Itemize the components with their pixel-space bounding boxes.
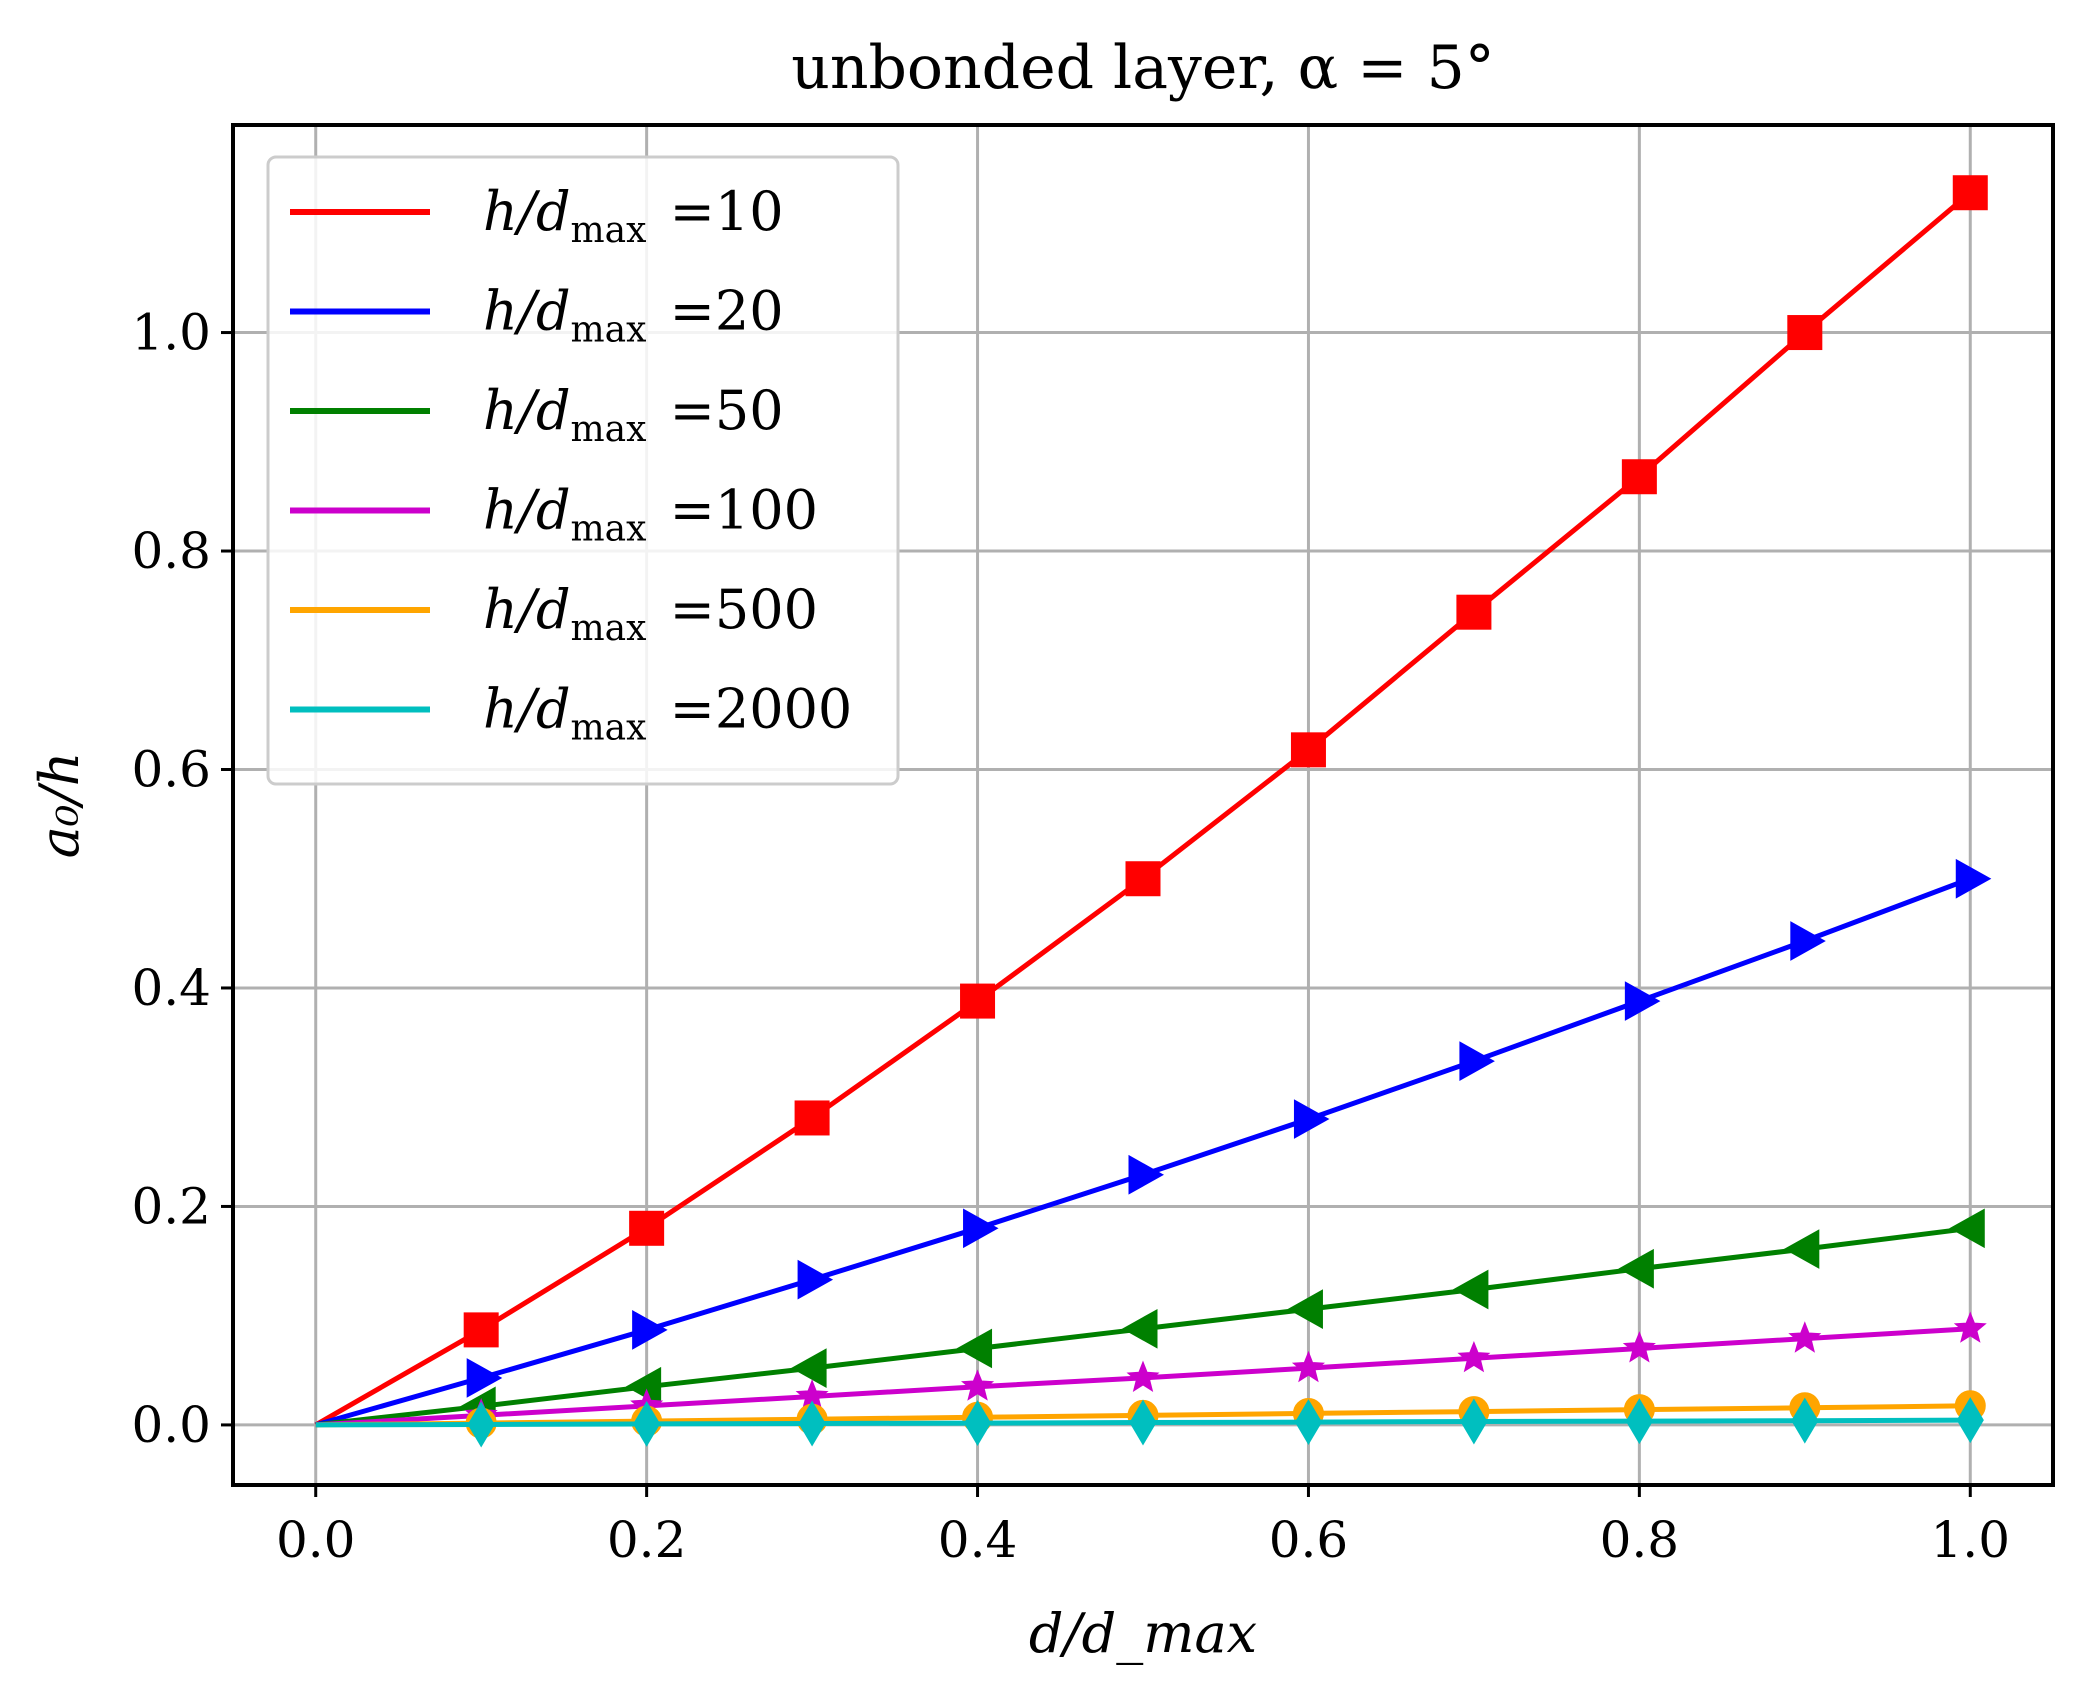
y-tick-label: 1.0 (131, 304, 211, 362)
y-tick-label: 0.8 (131, 522, 211, 580)
data-point (1949, 1208, 1985, 1249)
data-point (961, 1369, 995, 1401)
legend-item: h/dmax =500 (290, 578, 818, 649)
data-point (963, 1400, 992, 1447)
x-tick-label: 1.0 (1931, 1511, 2011, 1569)
x-tick-label: 0.0 (276, 1511, 356, 1569)
legend-item: h/dmax =20 (290, 280, 784, 351)
series-0 (314, 175, 1988, 1428)
y-axis-label: a₀/h (28, 752, 91, 859)
legend-item: h/dmax =50 (290, 379, 784, 450)
data-point (1788, 1321, 1822, 1353)
legend-item: h/dmax =100 (290, 479, 818, 550)
y-tick-label: 0.0 (131, 1396, 211, 1454)
legend-label: h/dmax =100 (483, 479, 818, 550)
data-point (1953, 1311, 1987, 1343)
data-point (960, 983, 996, 1019)
data-point (1618, 1248, 1654, 1289)
data-point (1293, 1099, 1330, 1139)
x-tick-label: 0.8 (1600, 1511, 1680, 1569)
y-tick-label: 0.4 (131, 959, 211, 1017)
legend-label: h/dmax =2000 (483, 678, 852, 749)
data-point (1625, 1398, 1653, 1445)
legend-label: h/dmax =10 (483, 180, 784, 251)
data-point (1787, 315, 1823, 351)
data-point (1287, 1289, 1323, 1329)
data-point (466, 1358, 503, 1398)
data-point (794, 1100, 830, 1136)
chart-title: unbonded layer, α = 5° (791, 33, 1495, 103)
y-tick-label: 0.6 (131, 740, 211, 798)
data-point (1121, 1308, 1158, 1349)
data-point (956, 1328, 993, 1369)
data-point (1126, 1360, 1160, 1392)
legend: h/dmax =10 h/dmax =20 h/dmax =50 h/dmax =10… (266, 155, 900, 786)
legend-label: h/dmax =50 (483, 379, 784, 450)
data-point (1624, 981, 1661, 1021)
data-point (1452, 1269, 1489, 1310)
data-point (632, 1310, 668, 1350)
data-point (798, 1400, 826, 1447)
grid (233, 125, 2053, 1485)
x-tick-label: 0.4 (938, 1511, 1018, 1569)
legend-label: h/dmax =500 (483, 578, 818, 649)
x-tick-label: 0.6 (1269, 1511, 1349, 1569)
data-point (1125, 861, 1161, 897)
data-point (1128, 1154, 1165, 1195)
data-point (1457, 1340, 1491, 1373)
legend-label: h/dmax =20 (483, 280, 784, 351)
data-point (1952, 175, 1988, 211)
data-point (629, 1210, 665, 1246)
axes-frame (231, 123, 2055, 1487)
ticks: 0.0 0.2 0.4 0.6 0.8 1.0 0.0 0.2 0.4 0.6 0.8 1.0 (131, 304, 2010, 1569)
y-tick-label: 0.2 (131, 1177, 211, 1235)
data-point (1622, 1331, 1656, 1363)
data-point (1129, 1399, 1157, 1446)
data-point (1791, 1397, 1819, 1444)
data-point (963, 1208, 999, 1249)
legend-item: h/dmax =2000 (290, 678, 852, 749)
legend-item: h/dmax =10 (290, 180, 784, 251)
data-point (1783, 1229, 1820, 1269)
x-axis-label: d/d_max (1029, 1602, 1257, 1665)
series-layer (314, 175, 1992, 1448)
data-point (1290, 732, 1326, 768)
data-point (1956, 1397, 1984, 1444)
data-point (1621, 459, 1657, 495)
data-point (797, 1259, 834, 1300)
data-point (1459, 1041, 1495, 1082)
series-1 (315, 858, 1992, 1428)
series-2 (315, 1208, 1985, 1428)
data-point (633, 1400, 661, 1447)
data-point (463, 1312, 499, 1348)
data-point (1456, 594, 1492, 630)
x-tick-label: 0.2 (607, 1511, 687, 1569)
data-point (1790, 921, 1826, 961)
data-point (1294, 1399, 1323, 1446)
data-point (1291, 1350, 1325, 1383)
data-point (467, 1401, 495, 1448)
data-point (791, 1348, 827, 1388)
data-point (1460, 1398, 1488, 1445)
data-point (1955, 858, 1992, 899)
series-5 (315, 1397, 1984, 1448)
